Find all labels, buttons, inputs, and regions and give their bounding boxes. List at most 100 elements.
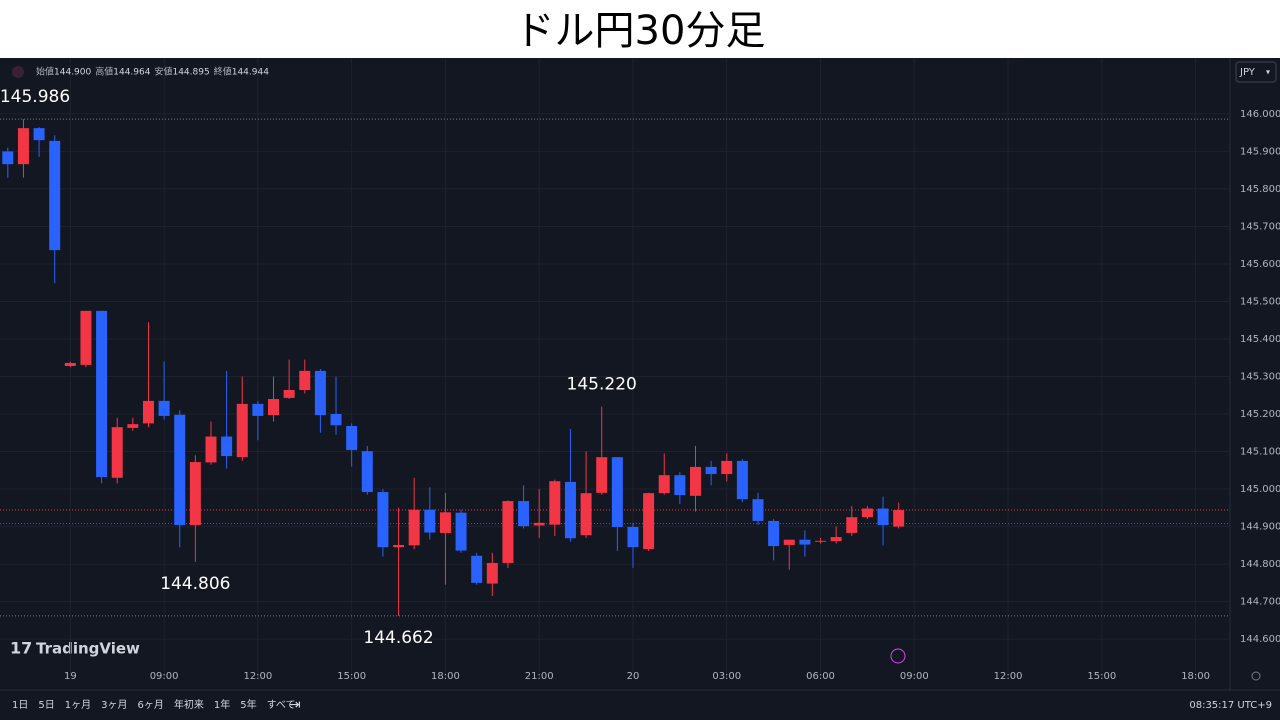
- x-tick-label: 09:00: [900, 671, 929, 682]
- legend-value: 144.900: [54, 68, 91, 78]
- legend-name: 安値: [154, 66, 172, 78]
- x-tick-label: 09:00: [150, 671, 179, 682]
- annotation: 144.662: [363, 628, 433, 648]
- y-tick-label: 145.100: [1240, 447, 1280, 458]
- candle-body: [221, 436, 233, 457]
- legend-name: 始値: [36, 66, 54, 78]
- candle-body: [158, 400, 170, 416]
- x-tick-label: 21:00: [525, 671, 554, 682]
- candle-body: [893, 510, 905, 527]
- range-button[interactable]: 5日: [38, 700, 54, 711]
- range-button[interactable]: 1日: [12, 700, 28, 711]
- candle-body: [502, 501, 514, 563]
- candle-body: [877, 508, 889, 526]
- y-tick-label: 145.000: [1240, 484, 1280, 495]
- candle-body: [455, 512, 467, 551]
- x-tick-label: 12:00: [243, 671, 272, 682]
- x-tick-label: 19: [64, 671, 77, 682]
- candle-body: [486, 562, 498, 584]
- candle-body: [627, 526, 639, 548]
- x-tick-label: 15:00: [337, 671, 366, 682]
- brand: TradingView: [36, 640, 140, 658]
- candle-body: [49, 140, 61, 251]
- candle-body: [533, 522, 545, 526]
- candle-body: [596, 457, 608, 493]
- legend-value: 144.895: [172, 68, 209, 78]
- candle-body: [815, 540, 827, 542]
- candle-body: [689, 466, 701, 496]
- y-tick-label: 145.500: [1240, 296, 1280, 307]
- x-tick-label: 06:00: [806, 671, 835, 682]
- candle-body: [846, 517, 858, 533]
- candle-body: [64, 363, 76, 367]
- candle-body: [127, 424, 139, 428]
- annotation: 144.806: [160, 574, 230, 594]
- candle-body: [783, 539, 795, 545]
- range-button[interactable]: 6ヶ月: [138, 699, 164, 711]
- candle-body: [80, 310, 92, 365]
- candle-body: [611, 457, 623, 527]
- candle-body: [205, 436, 217, 463]
- annotation: 145.220: [567, 375, 637, 395]
- y-tick-label: 146.000: [1240, 109, 1280, 120]
- y-tick-label: 144.700: [1240, 597, 1280, 608]
- range-button[interactable]: すべて: [267, 699, 296, 711]
- range-button[interactable]: 1年: [214, 698, 230, 711]
- y-tick-label: 144.600: [1240, 634, 1280, 645]
- candle-body: [768, 520, 780, 547]
- x-tick-label: 15:00: [1087, 671, 1116, 682]
- range-button[interactable]: 5年: [240, 698, 256, 711]
- clock: 08:35:17 UTC+9: [1189, 700, 1272, 711]
- currency[interactable]: JPY: [1239, 67, 1256, 78]
- candle-body: [283, 390, 295, 398]
- y-tick-label: 145.200: [1240, 409, 1280, 420]
- currency-dropdown[interactable]: [1235, 61, 1277, 83]
- legend-value: 144.944: [232, 68, 269, 78]
- candle-body: [439, 512, 451, 533]
- x-tick-label: 12:00: [994, 671, 1023, 682]
- y-tick-label: 145.600: [1240, 259, 1280, 270]
- candle-body: [518, 501, 530, 527]
- candle-body: [377, 492, 389, 548]
- candle-body: [424, 509, 436, 533]
- settings-icon[interactable]: [1251, 671, 1261, 681]
- candle-body: [471, 555, 483, 583]
- candle-body: [705, 466, 717, 475]
- y-tick-label: 145.400: [1240, 334, 1280, 345]
- y-tick-label: 144.900: [1240, 522, 1280, 533]
- range-button[interactable]: 年初来: [174, 698, 204, 711]
- legend-value: 144.964: [113, 68, 150, 78]
- candle-body: [861, 508, 873, 518]
- page-title: ドル円30分足: [514, 8, 766, 54]
- y-tick-label: 145.800: [1240, 184, 1280, 195]
- candle-body: [330, 414, 342, 426]
- candle-body: [314, 370, 326, 416]
- candle-body: [408, 509, 420, 546]
- event-icon[interactable]: [890, 648, 906, 664]
- candle-body: [299, 370, 311, 391]
- candle-body: [830, 537, 842, 542]
- legend-name: 終値: [214, 66, 232, 78]
- range-button[interactable]: 3ヶ月: [101, 699, 127, 711]
- y-tick-label: 144.800: [1240, 559, 1280, 570]
- candle-body: [752, 499, 764, 521]
- candle-body: [658, 475, 670, 494]
- range-button[interactable]: 1ヶ月: [65, 699, 91, 711]
- annotation: 145.986: [0, 87, 70, 107]
- candle-body: [17, 128, 29, 165]
- dropdown-arrow[interactable]: ▾: [1266, 68, 1270, 77]
- candle-body: [33, 128, 45, 141]
- candle-body: [361, 451, 373, 493]
- x-tick-label: 03:00: [712, 671, 741, 682]
- y-tick-label: 145.300: [1240, 372, 1280, 383]
- candle-body: [174, 414, 186, 526]
- chart-background: [0, 58, 1280, 720]
- legend-name: 高値: [95, 66, 113, 78]
- symbol-icon: [12, 66, 24, 78]
- candle-body: [346, 426, 358, 451]
- candle-body: [2, 151, 14, 165]
- candle-body: [189, 462, 201, 526]
- x-tick-label: 18:00: [1181, 671, 1210, 682]
- candle-body: [799, 539, 811, 545]
- date-range-icon[interactable]: ⇥: [289, 697, 301, 713]
